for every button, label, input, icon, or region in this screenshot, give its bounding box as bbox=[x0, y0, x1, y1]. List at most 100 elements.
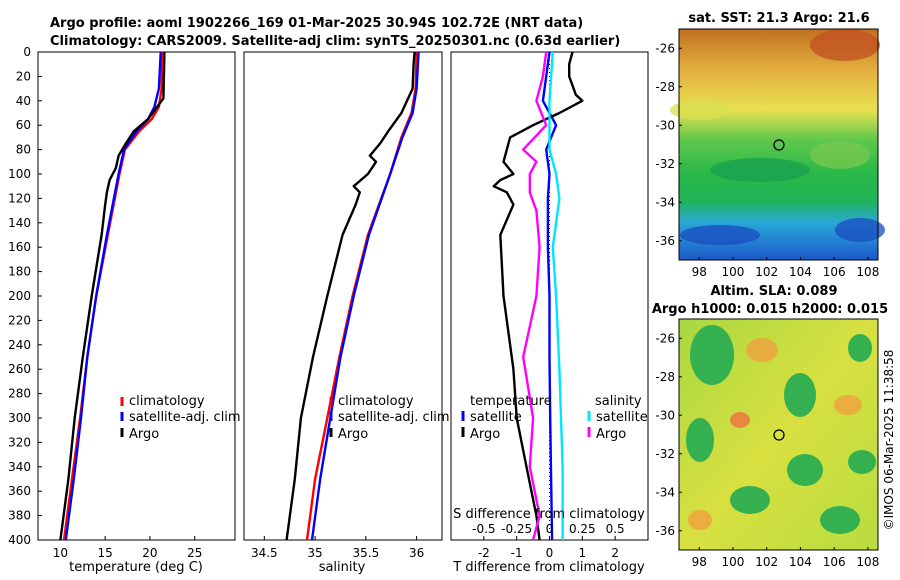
lat-tick-label: -30 bbox=[655, 118, 675, 132]
depth-tick-label: 360 bbox=[8, 484, 31, 498]
s-tick-label: 0.5 bbox=[606, 522, 625, 536]
lat-tick-label: -32 bbox=[655, 447, 675, 461]
differences-series-salinity-argo bbox=[522, 51, 548, 541]
depth-tick-label: 60 bbox=[16, 118, 31, 132]
temperature-xlabel: temperature (deg C) bbox=[69, 560, 203, 575]
legend-label-argo: Argo bbox=[129, 427, 159, 442]
x-tick-label: 20 bbox=[142, 546, 157, 560]
depth-tick-label: 280 bbox=[8, 387, 31, 401]
lon-tick-label: 102 bbox=[755, 555, 778, 569]
lon-tick-label: 100 bbox=[722, 265, 745, 279]
sst-argo-marker bbox=[773, 139, 785, 151]
temperature-legend: climatology satellite-adj. clim Argo bbox=[120, 394, 241, 442]
s-tick-label: -0.25 bbox=[501, 522, 532, 536]
x-tick-label: 35.5 bbox=[352, 546, 379, 560]
salinity-axes-box bbox=[243, 51, 443, 541]
depth-tick-label: 240 bbox=[8, 338, 31, 352]
header-line-2: Climatology: CARS2009. Satellite-adj cli… bbox=[50, 34, 620, 49]
depth-tick-label: 0 bbox=[23, 45, 31, 59]
s-difference-label: S difference from climatology bbox=[453, 507, 645, 522]
depth-tick-label: 260 bbox=[8, 362, 31, 376]
lat-tick-label: -36 bbox=[655, 234, 675, 248]
legend-head-salinity: salinity bbox=[595, 394, 642, 409]
sst-map-features bbox=[670, 29, 885, 245]
salinity-xlabel: salinity bbox=[319, 560, 366, 575]
lat-tick-label: -36 bbox=[655, 524, 675, 538]
temperature-axes-box bbox=[37, 51, 236, 541]
lon-tick-label: 108 bbox=[856, 265, 879, 279]
lon-tick-label: 100 bbox=[722, 555, 745, 569]
salinity-legend: climatology satellite-adj. clim Argo bbox=[329, 394, 450, 442]
x-tick-label: 35 bbox=[307, 546, 322, 560]
depth-tick-label: 320 bbox=[8, 435, 31, 449]
depth-tick-label: 380 bbox=[8, 509, 31, 523]
lat-tick-label: -28 bbox=[655, 370, 675, 384]
salinity-panel: 34.5 35 35.5 36 salinity climatology satell… bbox=[243, 51, 450, 575]
lon-tick-label: 102 bbox=[755, 265, 778, 279]
depth-tick-label: 300 bbox=[8, 411, 31, 425]
sla-map-features bbox=[686, 325, 876, 534]
x-tick-label: 1 bbox=[579, 546, 587, 560]
legend-label-s-satellite: satellite bbox=[596, 410, 648, 425]
sla-map-frame bbox=[678, 318, 879, 551]
x-tick-label: 25 bbox=[187, 546, 202, 560]
imos-credit: ©IMOS 06-Mar-2025 11:38:58 bbox=[882, 350, 896, 531]
depth-tick-label: 340 bbox=[8, 460, 31, 474]
salinity-series-argo bbox=[285, 51, 416, 541]
lat-tick-label: -30 bbox=[655, 408, 675, 422]
sla-map-title-2: Argo h1000: 0.015 h2000: 0.015 bbox=[652, 302, 888, 317]
temperature-series-argo bbox=[59, 52, 166, 541]
x-tick-label: 2 bbox=[611, 546, 619, 560]
differences-series-temperature-satellite bbox=[541, 51, 558, 541]
sla-map-panel: Altim. SLA: 0.089 Argo h1000: 0.015 h200… bbox=[652, 284, 888, 569]
lon-tick-label: 108 bbox=[856, 555, 879, 569]
x-tick-label: 10 bbox=[53, 546, 68, 560]
lat-tick-label: -28 bbox=[655, 80, 675, 94]
depth-tick-label: 80 bbox=[16, 143, 31, 157]
difference-panel: -2 -1 0 1 2 -0.5 -0.25 0 0.25 0.5 S difference f… bbox=[450, 51, 649, 575]
lat-tick-label: -34 bbox=[655, 485, 675, 499]
s-tick-label: 0.25 bbox=[569, 522, 596, 536]
legend-label-t-satellite: satellite bbox=[470, 410, 522, 425]
depth-tick-label: 40 bbox=[16, 94, 31, 108]
depth-tick-label: 200 bbox=[8, 289, 31, 303]
depth-tick-label: 400 bbox=[8, 533, 31, 547]
temperature-panel: 10 15 20 25 temperature (deg C) 0 20 40 60 80 10… bbox=[8, 45, 241, 575]
x-tick-label: -2 bbox=[478, 546, 490, 560]
lat-tick-label: -26 bbox=[655, 41, 675, 55]
legend-label-climatology: climatology bbox=[129, 394, 205, 409]
s-tick-label: -0.5 bbox=[472, 522, 495, 536]
depth-tick-label: 220 bbox=[8, 313, 31, 327]
legend-label-satellite-adj: satellite-adj. clim bbox=[129, 410, 241, 425]
salinity-series-satellite-adj-clim bbox=[310, 51, 420, 541]
sla-argo-marker bbox=[773, 429, 785, 441]
lon-tick-label: 106 bbox=[823, 265, 846, 279]
sla-map-title-1: Altim. SLA: 0.089 bbox=[711, 284, 838, 299]
legend-head-temperature: temperature bbox=[470, 394, 552, 409]
t-difference-xlabel: T difference from climatology bbox=[452, 560, 645, 575]
depth-tick-label: 140 bbox=[8, 216, 31, 230]
legend-label-s-argo: Argo bbox=[596, 427, 626, 442]
temperature-series-satellite-adj-clim bbox=[64, 51, 162, 541]
depth-tick-label: 120 bbox=[8, 191, 31, 205]
header-line-1: Argo profile: aoml 1902266_169 01-Mar-20… bbox=[50, 16, 583, 31]
x-tick-label: -1 bbox=[511, 546, 523, 560]
x-tick-label: 36 bbox=[409, 546, 424, 560]
x-tick-label: 34.5 bbox=[251, 546, 278, 560]
x-tick-label: 15 bbox=[98, 546, 113, 560]
lat-tick-label: -34 bbox=[655, 195, 675, 209]
depth-tick-label: 180 bbox=[8, 265, 31, 279]
lon-tick-label: 104 bbox=[789, 265, 812, 279]
difference-legend: temperature satellite Argo salinity sate… bbox=[461, 394, 648, 442]
x-tick-label: 0 bbox=[546, 546, 554, 560]
lon-tick-label: 104 bbox=[789, 555, 812, 569]
depth-tick-label: 160 bbox=[8, 240, 31, 254]
differences-series-temperature-argo bbox=[492, 51, 584, 541]
lon-tick-label: 98 bbox=[692, 265, 707, 279]
lat-tick-label: -32 bbox=[655, 157, 675, 171]
s-tick-label: 0 bbox=[546, 522, 554, 536]
legend-label-climatology: climatology bbox=[338, 394, 414, 409]
sst-map-panel: sat. SST: 21.3 Argo: 21.6 98 100 102 104 106… bbox=[655, 11, 885, 279]
lat-tick-label: -26 bbox=[655, 331, 675, 345]
